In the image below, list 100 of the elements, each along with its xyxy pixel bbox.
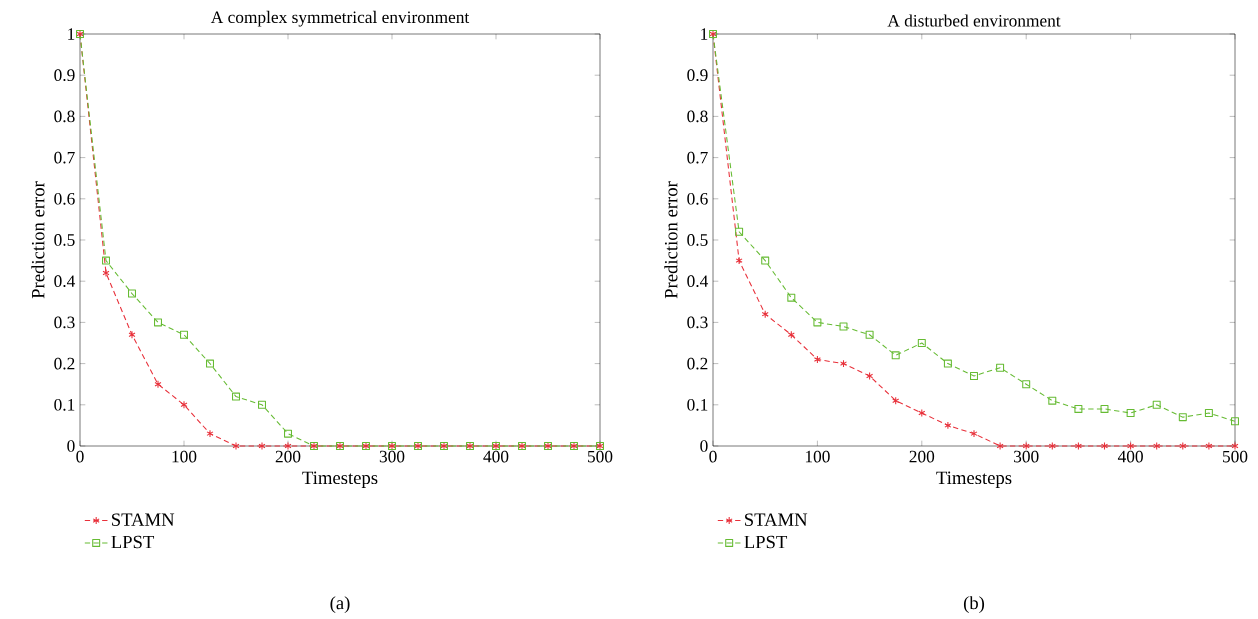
point bbox=[1153, 441, 1161, 451]
x-tick-label: 0 bbox=[76, 450, 84, 463]
x-tick-label: 400 bbox=[1117, 450, 1143, 463]
point bbox=[892, 396, 900, 405]
point bbox=[1074, 404, 1083, 413]
point bbox=[761, 310, 769, 319]
point bbox=[258, 441, 266, 451]
point bbox=[917, 339, 926, 348]
legend-label: LPST bbox=[111, 535, 155, 549]
point bbox=[865, 330, 874, 339]
point bbox=[761, 256, 770, 265]
y-tick-label: 0.8 bbox=[687, 110, 708, 123]
x-tick-label: 100 bbox=[172, 450, 197, 463]
point bbox=[127, 289, 137, 298]
point bbox=[1022, 441, 1030, 451]
y-tick-label: 0.4 bbox=[687, 275, 709, 288]
point bbox=[891, 351, 900, 360]
y-tick-label: 0 bbox=[67, 440, 75, 452]
point bbox=[1127, 441, 1135, 451]
point bbox=[154, 318, 163, 327]
point bbox=[1152, 400, 1161, 409]
text: (b) bbox=[963, 596, 985, 614]
point bbox=[232, 441, 240, 451]
point bbox=[787, 330, 795, 339]
x-tick-label: 500 bbox=[588, 450, 613, 463]
y-tick-label: 0.9 bbox=[687, 69, 708, 82]
point bbox=[284, 441, 292, 451]
x-axis-title: Timesteps bbox=[936, 471, 1012, 488]
point bbox=[918, 409, 926, 418]
point bbox=[1048, 396, 1057, 405]
y-tick-label: 0 bbox=[700, 440, 708, 452]
point bbox=[970, 371, 979, 380]
y-axis-title: Prediction error bbox=[664, 181, 678, 299]
point bbox=[206, 359, 215, 368]
point bbox=[180, 400, 188, 409]
point bbox=[1100, 441, 1109, 451]
point bbox=[1126, 409, 1135, 418]
x-tick-label: 200 bbox=[275, 450, 301, 463]
y-tick-label: 0.1 bbox=[54, 398, 75, 411]
point bbox=[1204, 409, 1213, 418]
x-tick-label: 0 bbox=[709, 450, 717, 463]
y-tick-label: 1 bbox=[701, 28, 708, 40]
x-tick-label: 300 bbox=[379, 450, 405, 463]
x-tick-label: 200 bbox=[909, 450, 935, 463]
point bbox=[1074, 441, 1082, 451]
point bbox=[206, 429, 214, 438]
point bbox=[232, 392, 241, 401]
y-tick-label: 0.2 bbox=[687, 357, 708, 370]
y-tick-label: 0.6 bbox=[687, 192, 708, 205]
point bbox=[1179, 441, 1187, 451]
x-tick-label: 400 bbox=[483, 450, 509, 463]
y-axis-title: Prediction error bbox=[31, 181, 45, 299]
point bbox=[839, 322, 848, 331]
point bbox=[839, 359, 848, 368]
y-tick-label: 0.3 bbox=[54, 316, 75, 329]
y-tick-label: 0.3 bbox=[687, 316, 708, 329]
x-tick-label: 100 bbox=[805, 450, 830, 463]
point bbox=[1100, 404, 1109, 413]
point bbox=[128, 330, 136, 339]
point bbox=[1178, 413, 1187, 422]
y-tick-label: 0.1 bbox=[687, 398, 708, 411]
point bbox=[154, 380, 162, 389]
point bbox=[970, 429, 978, 438]
x-tick-label: 500 bbox=[1223, 450, 1248, 463]
y-tick-label: 0.8 bbox=[54, 110, 75, 123]
point bbox=[996, 363, 1005, 372]
x-tick-label: 300 bbox=[1014, 450, 1039, 463]
point bbox=[1205, 441, 1213, 451]
point bbox=[257, 400, 267, 409]
x-axis-title: Timesteps bbox=[302, 471, 378, 488]
point bbox=[996, 441, 1004, 451]
legend-label: LPST bbox=[744, 535, 788, 549]
y-tick-label: 0.9 bbox=[54, 69, 75, 82]
y-tick-label: 0.2 bbox=[54, 357, 75, 370]
point bbox=[813, 355, 821, 364]
point bbox=[1231, 441, 1239, 451]
point bbox=[102, 268, 110, 277]
point bbox=[1048, 441, 1056, 451]
point bbox=[102, 256, 111, 265]
point bbox=[284, 429, 293, 438]
y-tick-label: 0.5 bbox=[687, 234, 708, 246]
legend-label: STAMN bbox=[112, 513, 175, 526]
chart-title: A disturbed environment bbox=[887, 14, 1061, 27]
point bbox=[179, 330, 189, 339]
point bbox=[866, 371, 874, 380]
point bbox=[1022, 380, 1031, 389]
point bbox=[787, 293, 796, 302]
y-tick-label: 0.7 bbox=[54, 151, 75, 164]
y-tick-label: 0.7 bbox=[687, 151, 708, 164]
point bbox=[813, 318, 822, 327]
text: (a) bbox=[330, 596, 350, 614]
point bbox=[1230, 417, 1240, 426]
legend-label: STAMN bbox=[745, 513, 808, 526]
y-tick-label: 0.5 bbox=[54, 234, 75, 246]
point bbox=[735, 227, 744, 236]
y-tick-label: 0.6 bbox=[54, 192, 75, 205]
point bbox=[944, 421, 952, 430]
chart-title: A complex symmetrical environment bbox=[210, 10, 470, 27]
y-tick-label: 1 bbox=[68, 28, 75, 40]
point bbox=[735, 256, 743, 265]
